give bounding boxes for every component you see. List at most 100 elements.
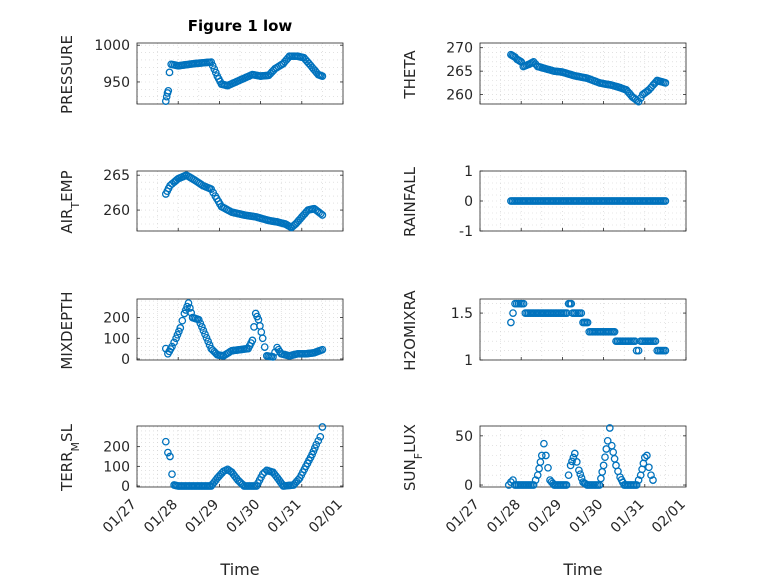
data-point — [583, 318, 592, 327]
y-tick-label: 270 — [446, 41, 473, 57]
y-axis-label: PRESSURE — [58, 35, 76, 114]
data-point — [601, 453, 609, 462]
data-point — [544, 463, 552, 472]
data-point — [661, 79, 670, 87]
data-point — [507, 318, 515, 327]
data-point — [198, 323, 206, 331]
subplot-air-temp: 260 265 AIRTEMP — [58, 168, 344, 234]
y-tick-label: 0 — [464, 478, 473, 494]
data-point — [269, 353, 277, 361]
y-axis-label: THETA — [401, 50, 419, 100]
y-tick-label: 100 — [103, 331, 130, 347]
data-point — [651, 337, 660, 346]
data-point — [602, 445, 611, 453]
data-point — [202, 333, 211, 342]
data-point — [178, 316, 187, 325]
chart-title: Figure 1 low — [188, 17, 293, 35]
data-point — [318, 211, 327, 219]
data-point — [318, 423, 327, 431]
data-point — [649, 476, 657, 484]
data-point — [570, 449, 579, 458]
data-point — [161, 97, 170, 105]
data-point — [566, 461, 575, 470]
data-point — [599, 461, 608, 470]
axes-box — [479, 425, 687, 488]
data-point — [643, 451, 651, 460]
subplot-theta: 260 265 270 THETA — [401, 41, 687, 106]
subplot-mixdepth: 0 100 200 MIXDEPTH — [58, 291, 344, 370]
subplot-pressure: 950 1000 PRESSURE Figure 1 low — [58, 17, 344, 114]
data-point — [211, 68, 220, 77]
data-point — [572, 458, 581, 466]
x-axis-label: Time — [219, 560, 259, 579]
y-tick-label: 200 — [103, 440, 130, 456]
axes-box — [136, 170, 344, 232]
data-point — [631, 337, 639, 346]
y-tick-label: 950 — [103, 75, 130, 91]
data-point — [529, 57, 538, 66]
data-point — [168, 470, 176, 479]
axes-box — [136, 298, 344, 361]
y-tick-label: 1 — [464, 353, 473, 369]
y-tick-label: 200 — [103, 311, 130, 327]
y-tick-label: 265 — [446, 64, 473, 80]
y-tick-label: 0 — [464, 194, 473, 210]
data-point — [184, 299, 193, 307]
y-tick-label: 50 — [455, 429, 473, 445]
data-point — [576, 470, 585, 479]
data-point — [258, 470, 267, 479]
data-point — [632, 481, 641, 489]
data-point — [509, 476, 517, 484]
data-point — [207, 58, 216, 66]
data-point — [645, 86, 653, 94]
data-point — [605, 424, 614, 432]
y-tick-label: -1 — [459, 224, 473, 240]
data-point — [204, 337, 212, 346]
y-axis-label: MIXDEPTH — [58, 291, 76, 369]
data-point — [312, 440, 321, 449]
data-point — [166, 452, 174, 461]
data-point — [168, 342, 176, 351]
axes-box — [136, 42, 344, 105]
data-point — [661, 197, 670, 205]
data-point — [568, 457, 576, 466]
data-point — [260, 343, 269, 351]
y-tick-label: 265 — [103, 168, 130, 184]
data-point — [196, 319, 205, 328]
data-point — [647, 471, 655, 480]
y-axis-label: AIRTEMP — [58, 170, 82, 233]
data-point — [577, 309, 586, 317]
data-point — [248, 336, 257, 345]
y-tick-label: 100 — [103, 459, 130, 475]
y-axis-label: TERRMSL — [58, 423, 82, 492]
data-point — [603, 436, 612, 445]
data-point — [529, 481, 538, 489]
data-point — [170, 338, 178, 347]
data-point — [640, 453, 649, 462]
data-point — [645, 463, 653, 472]
subplot-rainfall: -1 0 1 RAINFALL — [401, 164, 687, 240]
data-point — [318, 72, 327, 80]
data-point — [172, 334, 180, 343]
y-tick-label: 260 — [446, 88, 473, 104]
data-point — [575, 466, 583, 475]
data-point — [567, 299, 576, 308]
data-point — [176, 324, 185, 332]
data-point — [564, 471, 573, 480]
data-point — [164, 448, 172, 457]
data-point — [318, 345, 327, 354]
y-tick-label: 1.5 — [451, 306, 473, 322]
data-point — [542, 451, 550, 460]
data-point — [161, 437, 170, 446]
y-tick-label: 260 — [103, 203, 130, 219]
data-point — [201, 330, 209, 339]
y-axis-label: H2OMIXRA — [401, 290, 419, 371]
data-point — [537, 451, 546, 460]
data-point — [175, 327, 183, 336]
y-axis-label: RAINFALL — [401, 166, 419, 237]
data-point — [610, 327, 619, 336]
data-point — [194, 315, 203, 324]
data-point — [540, 439, 548, 448]
data-point — [509, 309, 517, 317]
